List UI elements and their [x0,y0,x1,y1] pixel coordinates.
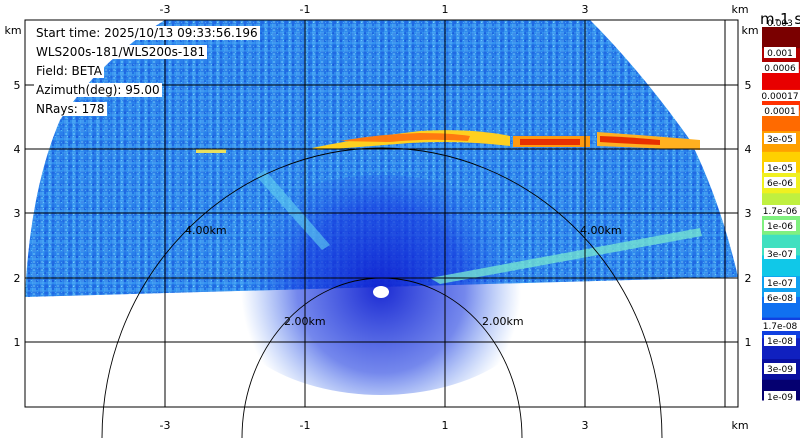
colorbar-label: 0.0006 [764,64,796,74]
y-tick-right: 1 [745,336,752,349]
colorbar-segment [762,254,800,277]
y-tick-right: 2 [745,272,752,285]
y-unit-left: km [4,24,21,37]
colorbar-label-bg [758,205,800,216]
x-tick-top: -3 [160,3,171,16]
colorbar-label-bg [764,220,796,231]
scan-sector [25,20,738,395]
y-tick-right: 4 [745,143,752,156]
colorbar-label-bg [764,391,796,402]
y-unit-right: km [741,24,758,37]
x-tick-top: 3 [582,3,589,16]
colorbar-segment [762,27,800,49]
colorbar-label-bg [764,177,796,188]
colorbar-label: 1e-08 [767,337,793,347]
colorbar-label-bg [758,90,800,101]
colorbar-label: 1.7e-08 [763,322,798,332]
range-rings [101,147,663,438]
grid [24,19,739,408]
colorbar-label-bg [764,277,796,288]
colorbar-label: 0.00017 [761,92,798,102]
colorbar-label: 1e-09 [767,393,793,403]
scan-info: Start time: 2025/10/13 09:33:56.196 WLS2… [34,24,260,119]
colorbar: 0.003 0.001 0.0006 0.00017 0.0001 3e-05 1e-05… [758,19,800,403]
colorbar-label: 1.7e-06 [763,207,798,217]
x-tick-bottom: -1 [300,419,311,432]
ring-label-outer-right: 4.00km [580,224,622,237]
colorbar-segment [762,68,800,90]
x-tick-top: -1 [300,3,311,16]
ring-label-outer-left: 4.00km [185,224,227,237]
y-ticks-left: km 1 2 3 4 5 [4,24,21,349]
y-tick-left: 5 [14,79,21,92]
colorbar-label: 3e-05 [767,135,793,145]
ring-label-inner-left: 2.00km [284,315,326,328]
colorbar-label-bg [764,363,796,374]
x-tick-bottom: -3 [160,419,171,432]
y-tick-left: 1 [14,336,21,349]
colorbar-label-bg [764,162,796,173]
colorbar-label: 3e-09 [767,365,793,375]
x-tick-bottom: 3 [582,419,589,432]
colorbar-label: 1e-06 [767,222,793,232]
x-ticks-bottom: -3 -1 1 3 km [160,419,749,432]
y-tick-left: 4 [14,143,21,156]
colorbar-label: 0.0001 [764,107,796,117]
colorbar-label: 1e-05 [767,164,793,174]
azimuth: Azimuth(deg): 95.00 [34,83,162,97]
instrument-name: WLS200s-181/WLS200s-181 [34,45,208,59]
y-tick-left: 3 [14,207,21,220]
start-time: Start time: 2025/10/13 09:33:56.196 [34,26,260,40]
x-unit-bottom: km [731,419,748,432]
colorbar-label-bg [764,248,796,259]
y-tick-left: 2 [14,272,21,285]
colorbar-label-bg [764,133,796,144]
colorbar-label-bg [761,105,799,116]
ring-label-inner-right: 2.00km [482,315,524,328]
y-tick-right: 3 [745,207,752,220]
y-tick-right: 5 [745,79,752,92]
colorbar-label-bg [761,62,799,73]
y-ticks-right: km 1 2 3 4 5 [741,24,758,349]
colorbar-label-bg [764,335,796,346]
nrays: NRays: 178 [34,102,107,116]
ring-labels: 2.00km 2.00km 4.00km 4.00km [185,224,622,328]
colorbar-label: 6e-06 [767,179,793,189]
x-unit-top: km [731,3,748,16]
x-ticks-top: -3 -1 1 3 km [160,3,749,16]
colorbar-label: 6e-08 [767,294,793,304]
x-tick-bottom: 1 [442,419,449,432]
field-name: Field: BETA [34,64,104,78]
colorbar-label-bg [758,320,800,331]
colorbar-label-bg [764,292,796,303]
colorbar-label: 1e-07 [767,279,793,289]
colorbar-title: m-1 sr-1 [760,10,800,28]
colorbar-label-bg [764,47,796,58]
colorbar-label: 0.001 [767,49,793,59]
colorbar-top-label: 0.003 [767,19,793,29]
colorbar-label: 3e-07 [767,250,793,260]
x-tick-top: 1 [442,3,449,16]
